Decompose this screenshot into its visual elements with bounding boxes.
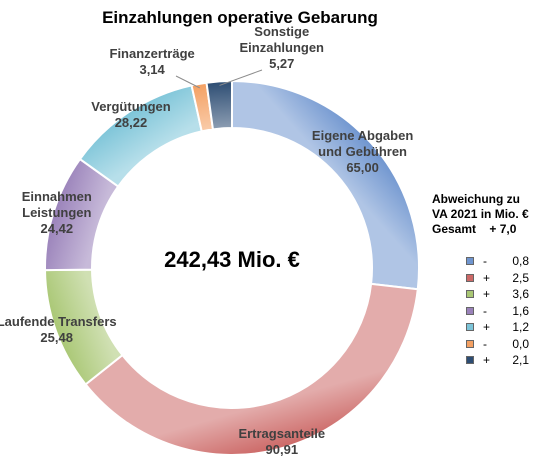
legend-value: 0,8 bbox=[512, 254, 529, 269]
deviation-title: Abweichung zu VA 2021 in Mio. € Gesamt +… bbox=[432, 192, 550, 237]
slice-value-label: 3,14 bbox=[139, 62, 165, 77]
legend-value: 2,1 bbox=[512, 353, 529, 368]
slice-value-label: 90,91 bbox=[265, 442, 299, 458]
legend-item: +2,5 bbox=[466, 270, 529, 287]
legend-sign: + bbox=[483, 320, 491, 335]
slice-label-sonstige-einzahlungen: Sonstige Einzahlungen 5,27 bbox=[240, 24, 325, 72]
legend-item: +2,1 bbox=[466, 352, 529, 369]
chart-title: Einzahlungen operative Gebarung bbox=[102, 8, 378, 27]
slice-label-text: Eigene Abgaben bbox=[311, 127, 414, 143]
legend-item: - 1,6 bbox=[466, 303, 529, 320]
legend-sign: - bbox=[483, 303, 487, 318]
slice-sonstige-einzahlungen bbox=[205, 79, 233, 131]
leader-line-sonstige-einzahlungen bbox=[219, 69, 263, 86]
legend-sign: + bbox=[483, 287, 491, 302]
deviation-total-row: Gesamt + 7,0 bbox=[432, 222, 550, 237]
slice-label-laufende-transfers: Laufende Transfers 25,48 bbox=[0, 314, 117, 346]
slice-label-finanzertr-ge: Finanzerträge 3,14 bbox=[110, 46, 195, 78]
legend-sign: - bbox=[483, 336, 487, 351]
deviation-title-line-2: VA 2021 in Mio. € bbox=[432, 207, 529, 221]
slice-label-text: Leistungen bbox=[22, 204, 92, 220]
slice-label-text: und Gebühren bbox=[318, 143, 408, 159]
legend-sign: + bbox=[483, 353, 491, 368]
legend-swatch bbox=[466, 356, 474, 365]
slice-label-text: Einzahlungen bbox=[239, 40, 325, 55]
legend-swatch bbox=[466, 339, 474, 348]
legend-value: 1,2 bbox=[512, 320, 529, 335]
slice-label-eigene-abgaben-und-geb-hren: Eigene Abgaben und Gebühren 65,00 bbox=[312, 128, 413, 176]
slice-label-einnahmen-leistungen: Einnahmen Leistungen 24,42 bbox=[22, 189, 92, 237]
slice-value-label: 24,42 bbox=[40, 220, 74, 236]
legend-item: +1,2 bbox=[466, 319, 529, 336]
slice-label-text: Sonstige bbox=[254, 24, 310, 39]
slice-value-label: 5,27 bbox=[269, 56, 295, 71]
legend-swatch bbox=[466, 306, 474, 315]
legend-item: - 0,8 bbox=[466, 253, 529, 270]
deviation-legend: -0,8 +2,5 +3,6-1,6 +1,2-0,0 +2,1 bbox=[466, 253, 529, 369]
slice-label-ertragsanteile: Ertragsanteile 90,91 bbox=[238, 426, 325, 458]
slice-value-label: 65,00 bbox=[346, 159, 379, 175]
legend-value: 2,5 bbox=[512, 270, 529, 285]
legend-sign: + bbox=[483, 270, 491, 285]
slice-value-label: 25,48 bbox=[40, 330, 73, 346]
legend-swatch bbox=[466, 323, 474, 332]
legend-value: 3,6 bbox=[512, 287, 529, 302]
legend-item: - 0,0 bbox=[466, 336, 529, 353]
slice-label-text: Ertragsanteile bbox=[238, 426, 326, 442]
legend-value: 1,6 bbox=[512, 303, 529, 318]
slice-label-text: Finanzerträge bbox=[109, 46, 195, 61]
legend-sign: - bbox=[483, 254, 487, 269]
center-total-label: 242,43 Mio. € bbox=[164, 247, 300, 272]
deviation-title-line-1: Abweichung zu bbox=[432, 192, 520, 206]
slice-label-text: Vergütungen bbox=[91, 98, 171, 114]
slice-value-label: 28,22 bbox=[114, 114, 148, 130]
legend-swatch bbox=[466, 290, 474, 299]
slice-ertragsanteile bbox=[84, 282, 419, 456]
deviation-total-label: Gesamt bbox=[432, 222, 477, 236]
legend-swatch bbox=[466, 273, 474, 282]
leader-line-finanzertr-ge bbox=[175, 75, 200, 89]
legend-swatch bbox=[466, 257, 474, 266]
slice-label-text: Einnahmen bbox=[21, 188, 92, 204]
legend-value: 0,0 bbox=[512, 336, 529, 351]
legend-item: +3,6 bbox=[466, 286, 529, 303]
slice-label-text: Laufende Transfers bbox=[0, 314, 117, 330]
deviation-total-value: + 7,0 bbox=[489, 222, 517, 236]
slice-label-verg-tungen: Vergütungen 28,22 bbox=[91, 99, 170, 131]
